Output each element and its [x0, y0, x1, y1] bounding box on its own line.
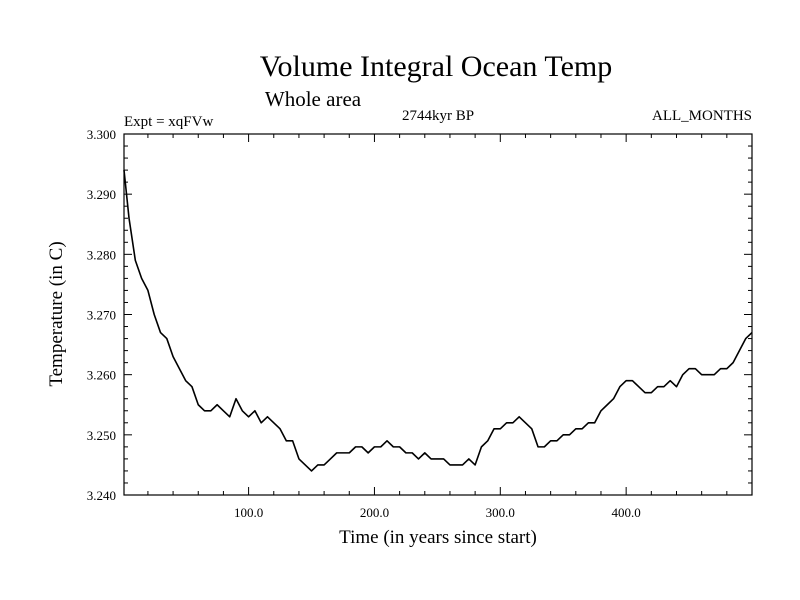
months-label: ALL_MONTHS — [652, 108, 752, 124]
x-tick-label: 100.0 — [234, 505, 263, 520]
axis-ticks — [124, 133, 752, 496]
x-tick-label: 200.0 — [360, 505, 389, 520]
y-tick-label: 3.250 — [87, 428, 116, 443]
x-tick-labels: 100.0 200.0 300.0 400.0 — [234, 505, 641, 520]
y-axis-label: Temperature (in C) — [46, 241, 67, 386]
y-tick-labels: 3.240 3.250 3.260 3.270 3.280 3.290 3.300 — [87, 127, 116, 503]
y-tick-label: 3.240 — [87, 488, 116, 503]
experiment-label: Expt = xqFVw — [124, 114, 213, 130]
x-tick-label: 300.0 — [486, 505, 515, 520]
period-label: 2744kyr BP — [402, 108, 474, 124]
x-axis-label: Time (in years since start) — [339, 527, 537, 548]
plot-frame — [123, 133, 753, 496]
y-tick-label: 3.290 — [87, 187, 116, 202]
y-tick-label: 3.270 — [87, 308, 116, 323]
y-tick-label: 3.260 — [87, 368, 116, 383]
x-tick-label: 400.0 — [612, 505, 641, 520]
y-tick-label: 3.280 — [87, 247, 116, 262]
temperature-series-line — [123, 170, 753, 472]
chart-subtitle: Whole area — [265, 87, 362, 111]
chart-title: Volume Integral Ocean Temp — [260, 50, 613, 83]
y-tick-label: 3.300 — [87, 127, 116, 142]
